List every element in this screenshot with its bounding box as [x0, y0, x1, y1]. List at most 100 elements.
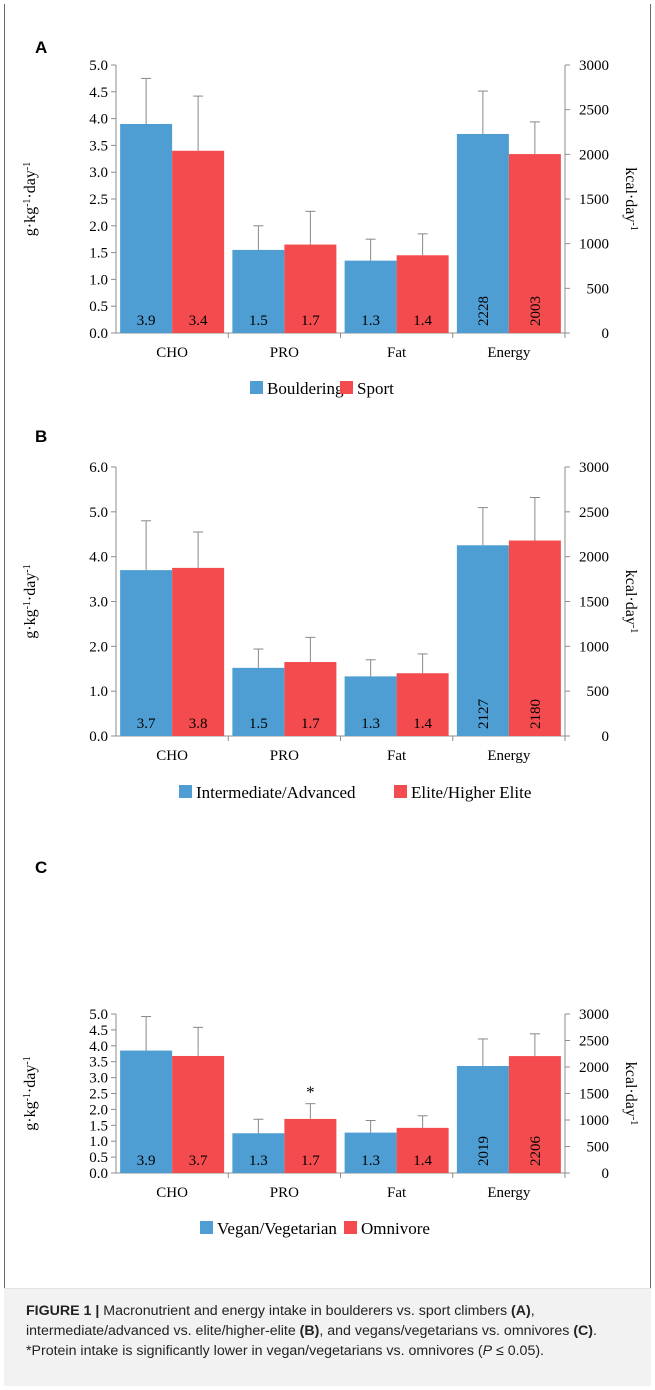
right-tick-label: 2500	[579, 505, 609, 521]
bar-sport	[396, 255, 449, 333]
bar-sport	[284, 244, 337, 333]
bar-elite-higher-elite	[284, 662, 337, 736]
data-label: 3.9	[137, 313, 156, 329]
left-tick-label: 0.0	[89, 729, 108, 745]
left-tick-label: 3.5	[89, 1055, 108, 1071]
significance-asterisk: *	[306, 1083, 315, 1102]
category-label: CHO	[156, 748, 188, 764]
category-label: CHO	[156, 1185, 188, 1201]
left-tick-label: 3.5	[89, 138, 108, 154]
data-label: 3.4	[189, 313, 208, 329]
left-tick-label: 0.5	[89, 299, 108, 315]
right-tick-label: 1500	[579, 192, 609, 208]
category-label: Fat	[387, 1185, 407, 1201]
data-label: 3.7	[189, 1153, 208, 1169]
legend-swatch	[340, 381, 353, 394]
legend-swatch	[250, 381, 263, 394]
right-tick-label: 0	[602, 1166, 610, 1182]
data-label: 1.3	[361, 1153, 380, 1169]
bar-vegan-vegetarian	[120, 1050, 173, 1173]
right-tick-label: 2000	[579, 1060, 609, 1076]
bar-sport	[508, 154, 561, 333]
y2-axis-title: kcal·day-1	[622, 1062, 640, 1125]
category-label: Fat	[387, 748, 407, 764]
right-tick-label: 2000	[579, 550, 609, 566]
bar-vegan-vegetarian	[456, 1065, 509, 1173]
data-label: 3.8	[189, 716, 208, 732]
panel-b-label: B	[35, 427, 48, 446]
data-label: 2003	[528, 296, 544, 326]
legend-label: Intermediate/Advanced	[196, 783, 356, 802]
bar-omnivore	[284, 1118, 337, 1173]
data-label: 1.7	[301, 313, 320, 329]
y-axis-title: g·kg-1·day-1	[22, 564, 40, 638]
legend-label: Omnivore	[361, 1219, 430, 1238]
panel-a-chart: 0.0 0.5 1.0 1.5 2.0 2.5 3.0 3.5 4.0 4.5 5.0 0 500 100…	[22, 58, 640, 398]
data-label: 2019	[476, 1136, 492, 1166]
right-tick-label: 0	[602, 326, 610, 342]
category-label: PRO	[270, 345, 299, 361]
caption-bold-b: (B)	[299, 1323, 320, 1339]
panel-b-chart: 0.0 1.0 2.0 3.0 4.0 5.0 6.0 0 500 1000 1500 2000 250…	[22, 460, 640, 802]
data-label: 1.4	[413, 1153, 432, 1169]
left-tick-label: 4.0	[89, 112, 108, 128]
data-label: 2228	[476, 296, 492, 326]
bar-bouldering	[232, 249, 285, 333]
right-tick-label: 2500	[579, 1034, 609, 1050]
left-tick-label: 1.5	[89, 246, 108, 262]
bar-elite-higher-elite	[508, 540, 561, 736]
bar-intermediate-advanced	[344, 676, 397, 736]
bar-intermediate-advanced	[232, 667, 285, 736]
caption-bold-a: (A)	[510, 1303, 531, 1319]
bar-omnivore	[508, 1056, 561, 1173]
left-tick-label: 2.5	[89, 192, 108, 208]
legend-label: Vegan/Vegetarian	[217, 1219, 337, 1238]
data-label: 1.3	[361, 313, 380, 329]
right-tick-label: 1500	[579, 595, 609, 611]
category-label: Fat	[387, 345, 407, 361]
right-tick-label: 3000	[579, 460, 609, 476]
right-tick-label: 1000	[579, 1113, 609, 1129]
left-tick-label: 4.0	[89, 550, 108, 566]
bar-omnivore	[172, 1055, 225, 1173]
left-tick-label: 2.0	[89, 1102, 108, 1118]
left-tick-label: 4.5	[89, 85, 108, 101]
data-label: 1.5	[249, 716, 268, 732]
data-label: 3.7	[137, 716, 156, 732]
legend-label: Bouldering	[267, 379, 344, 398]
left-tick-label: 1.5	[89, 1118, 108, 1134]
caption-figure-label: FIGURE 1 |	[26, 1303, 100, 1319]
data-label: 1.3	[249, 1153, 268, 1169]
right-tick-label: 0	[602, 729, 610, 745]
bar-bouldering	[120, 123, 173, 334]
legend-swatch	[200, 1221, 213, 1234]
caption-text-5: ≤ 0.05).	[492, 1343, 544, 1359]
bar-elite-higher-elite	[396, 673, 449, 736]
right-tick-label: 500	[587, 1140, 610, 1156]
category-label: CHO	[156, 345, 188, 361]
data-label: 1.5	[249, 313, 268, 329]
legend-swatch	[394, 785, 407, 798]
left-tick-label: 6.0	[89, 460, 108, 476]
category-label: PRO	[270, 748, 299, 764]
bar-elite-higher-elite	[172, 567, 225, 736]
y-axis-title: g·kg-1·day-1	[22, 1056, 40, 1130]
panel-a-label: A	[35, 38, 48, 57]
right-tick-label: 2000	[579, 147, 609, 163]
data-label: 3.9	[137, 1153, 156, 1169]
caption-bold-c: (C)	[573, 1323, 594, 1339]
caption-box	[4, 1288, 651, 1386]
left-tick-label: 1.0	[89, 272, 108, 288]
left-tick-label: 5.0	[89, 505, 108, 521]
left-tick-label: 2.0	[89, 639, 108, 655]
left-tick-label: 5.0	[89, 1007, 108, 1023]
data-label: 1.7	[301, 1153, 320, 1169]
y-axis-title: g·kg-1·day-1	[22, 162, 40, 236]
right-tick-label: 500	[587, 281, 610, 297]
right-tick-label: 1500	[579, 1087, 609, 1103]
bar-sport	[172, 150, 225, 333]
data-label: 1.4	[413, 716, 432, 732]
legend-swatch	[344, 1221, 357, 1234]
left-tick-label: 4.0	[89, 1039, 108, 1055]
right-tick-label: 1000	[579, 639, 609, 655]
